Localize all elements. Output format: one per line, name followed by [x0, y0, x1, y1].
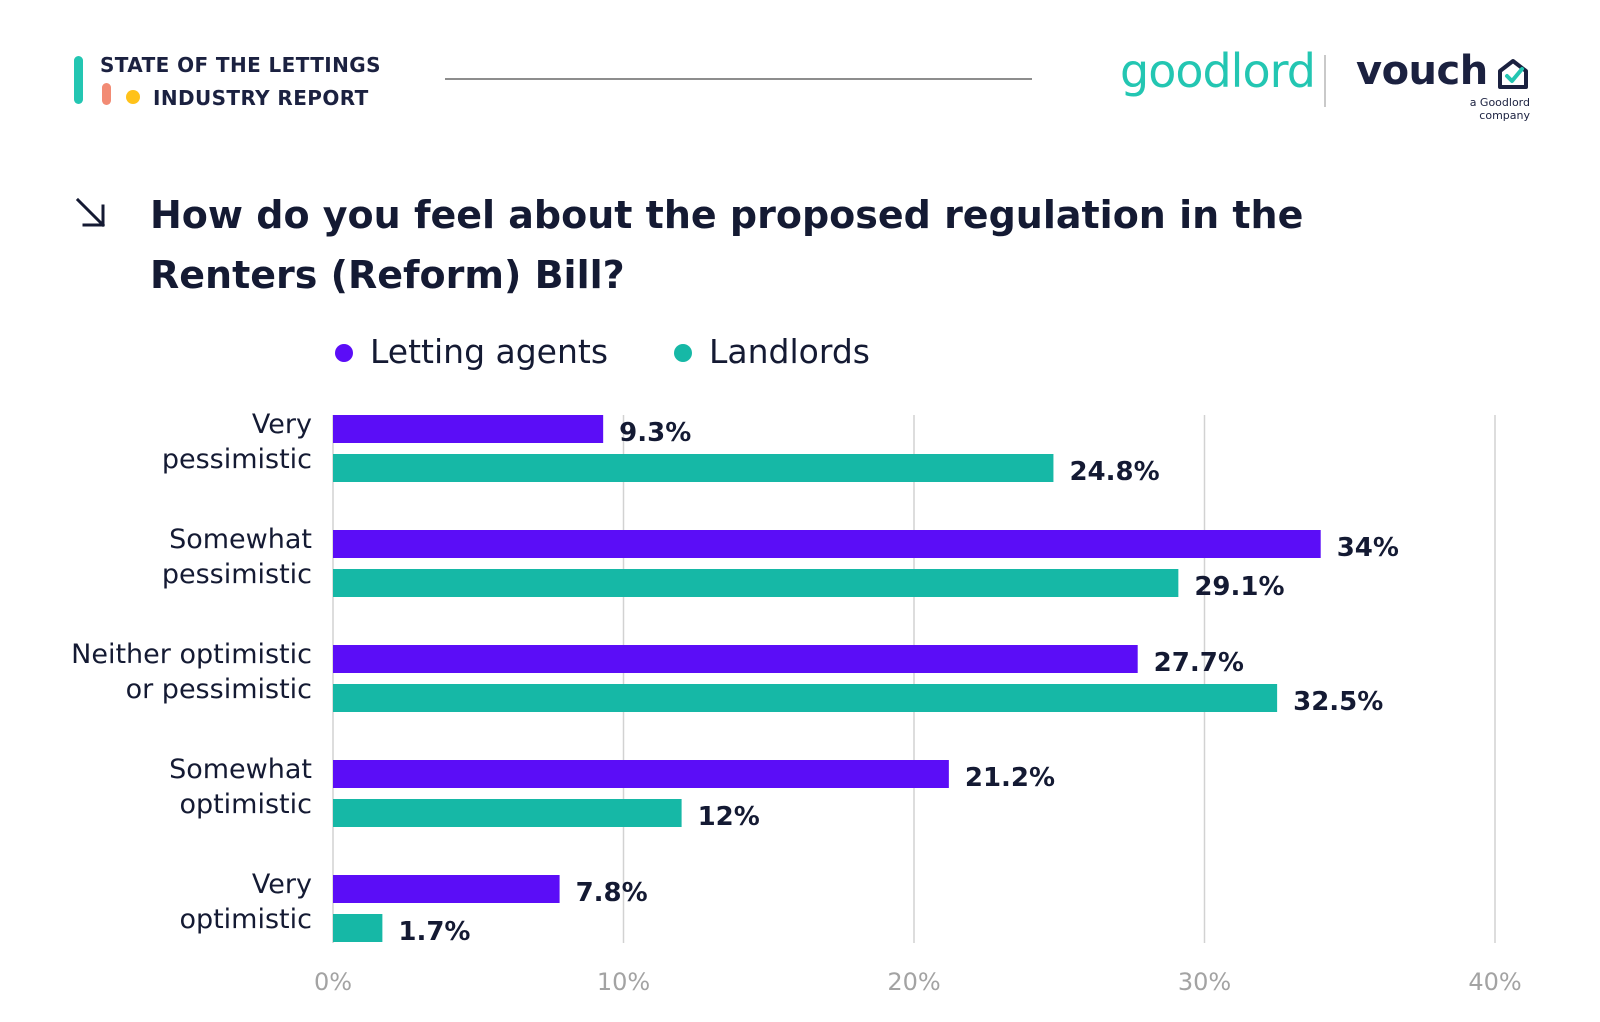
question-title-line1: How do you feel about the proposed regul… [150, 193, 1304, 237]
category-label: pessimistic [162, 559, 312, 590]
bar [333, 415, 604, 443]
x-tick-label: 0% [314, 968, 352, 996]
legend-marker [335, 344, 353, 362]
goodlord-logo: goodlord [1120, 44, 1316, 98]
data-label: 7.8% [576, 878, 648, 908]
bar [333, 530, 1321, 558]
category-label: Somewhat [169, 524, 312, 555]
category-label: Very [252, 869, 312, 900]
vouch-tagline-line1: a Goodlord [1469, 96, 1530, 109]
bar [333, 454, 1054, 482]
category-label: Very [252, 409, 312, 440]
legend-marker [674, 344, 692, 362]
data-label: 9.3% [619, 418, 691, 448]
x-tick-label: 40% [1468, 968, 1521, 996]
legend-label: Landlords [709, 332, 870, 371]
bar [333, 684, 1278, 712]
header-divider [445, 78, 1032, 80]
category-label: or pessimistic [126, 674, 312, 705]
category-label: pessimistic [162, 444, 312, 475]
bar [333, 569, 1179, 597]
vouch-tagline: a Goodlord company [1446, 96, 1530, 122]
report-title-line2: INDUSTRY REPORT [153, 86, 369, 110]
data-label: 29.1% [1194, 572, 1284, 602]
category-label: optimistic [179, 904, 312, 935]
vouch-tagline-line2: company [1479, 109, 1530, 122]
data-label: 1.7% [398, 917, 470, 947]
bar [333, 760, 949, 788]
brand-mark-icon [74, 56, 83, 104]
data-label: 32.5% [1293, 687, 1383, 717]
brand-mark-teal-bar [74, 56, 83, 104]
legend-label: Letting agents [370, 332, 608, 371]
category-label: Neither optimistic [71, 639, 312, 670]
vouch-house-icon [1498, 59, 1528, 89]
category-label: Somewhat [169, 754, 312, 785]
x-tick-label: 10% [597, 968, 650, 996]
data-label: 21.2% [965, 763, 1055, 793]
data-label: 34% [1337, 533, 1399, 563]
question-title-line2: Renters (Reform) Bill? [150, 253, 625, 297]
arrow-down-right-icon [75, 197, 106, 228]
question-title: How do you feel about the proposed regul… [150, 185, 1450, 305]
data-label: 12% [698, 802, 760, 832]
bar [333, 645, 1138, 673]
x-tick-label: 30% [1178, 968, 1231, 996]
data-label: 24.8% [1069, 457, 1159, 487]
brand-dots-icon [102, 83, 140, 105]
category-label: optimistic [179, 789, 312, 820]
bar [333, 914, 383, 942]
data-label: 27.7% [1154, 648, 1244, 678]
logo-divider [1324, 55, 1326, 107]
x-tick-label: 20% [887, 968, 940, 996]
bar [333, 799, 682, 827]
report-title-line1: STATE OF THE LETTINGS [100, 53, 381, 77]
vouch-logo: vouch [1356, 48, 1488, 94]
bar [333, 875, 560, 903]
